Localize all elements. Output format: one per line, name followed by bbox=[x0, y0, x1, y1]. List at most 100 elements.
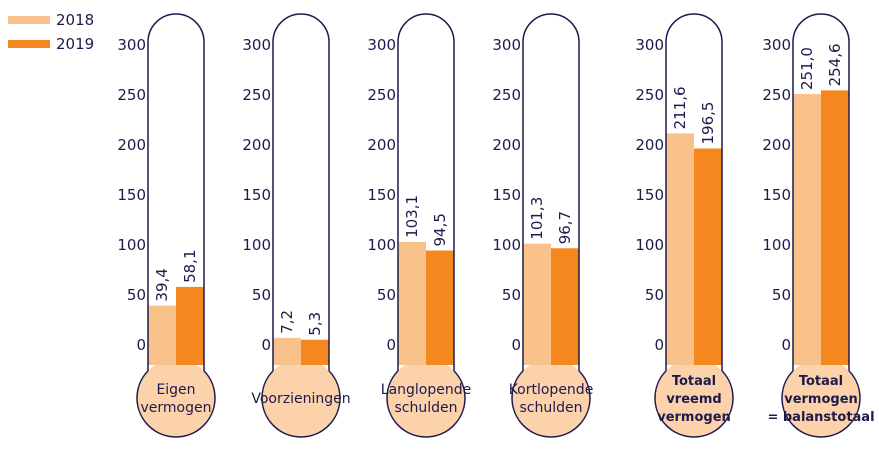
thermometer-5: 0 50 100 150 200 250 300 251,0 254,6 Totaal vermog… bbox=[762, 13, 875, 438]
y-tick-label: 150 bbox=[117, 186, 146, 204]
data-label-2018: 103,1 bbox=[403, 195, 421, 238]
y-tick-label: 50 bbox=[377, 286, 396, 304]
legend-swatch-2018 bbox=[8, 16, 50, 24]
y-tick-label: 100 bbox=[117, 236, 146, 254]
category-label-line: Eigen bbox=[156, 382, 195, 398]
y-tick-label: 150 bbox=[242, 186, 271, 204]
y-tick-label: 300 bbox=[762, 36, 791, 54]
data-label-2018: 211,6 bbox=[671, 86, 689, 129]
category-label-line: Langlopende bbox=[381, 382, 471, 398]
bulb-outline bbox=[261, 370, 341, 438]
bulb-fill bbox=[782, 359, 860, 437]
bar-2018 bbox=[523, 243, 551, 365]
y-tick-label: 0 bbox=[261, 336, 271, 354]
data-label-2018: 101,3 bbox=[528, 197, 546, 240]
legend-label-2019: 2019 bbox=[56, 35, 95, 53]
y-tick-label: 250 bbox=[117, 86, 146, 104]
data-label-2019: 58,1 bbox=[181, 249, 199, 282]
category-label-line: schulden bbox=[520, 400, 583, 416]
y-tick-label: 200 bbox=[762, 136, 791, 154]
data-label-2019: 254,6 bbox=[826, 43, 844, 86]
legend-label-2018: 2018 bbox=[56, 11, 95, 29]
bulb-outline bbox=[511, 370, 591, 438]
y-tick-label: 200 bbox=[117, 136, 146, 154]
category-label-line: Totaal bbox=[799, 374, 843, 389]
bulb-outline bbox=[136, 370, 216, 438]
category-label-line: Totaal bbox=[672, 374, 716, 389]
y-tick-label: 150 bbox=[492, 186, 521, 204]
category-label-line: vermogen bbox=[657, 410, 731, 425]
bar-2018 bbox=[273, 337, 301, 365]
data-label-2019: 5,3 bbox=[306, 312, 324, 336]
y-tick-label: 100 bbox=[762, 236, 791, 254]
bar-2018 bbox=[793, 94, 821, 365]
y-tick-label: 100 bbox=[242, 236, 271, 254]
y-tick-label: 250 bbox=[492, 86, 521, 104]
category-label-line: = balanstotaal bbox=[767, 410, 874, 425]
bulb-outline bbox=[654, 370, 734, 438]
bar-2018 bbox=[666, 133, 694, 365]
y-tick-label: 0 bbox=[511, 336, 521, 354]
y-tick-label: 250 bbox=[367, 86, 396, 104]
tube-outline bbox=[397, 13, 455, 371]
y-tick-label: 50 bbox=[502, 286, 521, 304]
bar-2018 bbox=[398, 241, 426, 365]
y-tick-label: 100 bbox=[367, 236, 396, 254]
legend-item-2019: 2019 bbox=[8, 32, 94, 56]
legend-swatch-2019 bbox=[8, 40, 50, 48]
category-label-line: vermogen bbox=[784, 392, 858, 407]
data-label-2019: 96,7 bbox=[556, 211, 574, 244]
y-tick-label: 150 bbox=[367, 186, 396, 204]
data-label-2019: 196,5 bbox=[699, 102, 717, 145]
data-label-2018: 251,0 bbox=[798, 47, 816, 90]
y-tick-label: 250 bbox=[762, 86, 791, 104]
tube-outline bbox=[522, 13, 580, 371]
category-label-line: vreemd bbox=[666, 392, 721, 407]
y-tick-label: 250 bbox=[635, 86, 664, 104]
category-label-line: vermogen bbox=[141, 400, 212, 416]
thermometer-2: 0 50 100 150 200 250 300 103,1 94,5 Langlopende sc… bbox=[367, 13, 471, 438]
thermometer-0: 0 50 100 150 200 250 300 39,4 58,1 Eigen vermogen bbox=[117, 13, 216, 438]
y-tick-label: 50 bbox=[645, 286, 664, 304]
y-tick-label: 300 bbox=[242, 36, 271, 54]
y-tick-label: 50 bbox=[127, 286, 146, 304]
bulb-fill bbox=[262, 359, 340, 437]
y-tick-label: 150 bbox=[635, 186, 664, 204]
category-label-line: Kortlopende bbox=[509, 382, 594, 398]
bar-2018 bbox=[148, 305, 176, 365]
y-tick-label: 0 bbox=[136, 336, 146, 354]
tube-outline bbox=[792, 13, 850, 371]
bar-2019 bbox=[301, 339, 329, 365]
y-tick-label: 50 bbox=[252, 286, 271, 304]
y-tick-label: 300 bbox=[492, 36, 521, 54]
thermometer-4: 0 50 100 150 200 250 300 211,6 196,5 Totaal vreemd… bbox=[635, 13, 734, 438]
bar-2019 bbox=[821, 90, 849, 366]
bulb-fill bbox=[655, 359, 733, 437]
bar-2019 bbox=[176, 286, 204, 365]
tube-outline bbox=[272, 13, 330, 371]
y-tick-label: 100 bbox=[635, 236, 664, 254]
bar-2019 bbox=[551, 248, 579, 365]
legend: 2018 2019 bbox=[8, 8, 94, 56]
y-tick-label: 200 bbox=[492, 136, 521, 154]
y-tick-label: 150 bbox=[762, 186, 791, 204]
y-tick-label: 0 bbox=[386, 336, 396, 354]
thermometer-3: 0 50 100 150 200 250 300 101,3 96,7 Kortlopende sc… bbox=[492, 13, 594, 438]
category-label-line: Voorzieningen bbox=[251, 391, 350, 407]
y-tick-label: 200 bbox=[242, 136, 271, 154]
data-label-2019: 94,5 bbox=[431, 213, 449, 246]
y-tick-label: 300 bbox=[367, 36, 396, 54]
thermometer-1: 0 50 100 150 200 250 300 7,2 5,3 Voorzieningen bbox=[242, 13, 351, 438]
tube-outline bbox=[147, 13, 205, 371]
bar-2019 bbox=[694, 148, 722, 365]
y-tick-label: 0 bbox=[654, 336, 664, 354]
bulb-fill bbox=[387, 359, 465, 437]
bulb-fill bbox=[512, 359, 590, 437]
y-tick-label: 300 bbox=[635, 36, 664, 54]
y-tick-label: 300 bbox=[117, 36, 146, 54]
bulb-outline bbox=[386, 370, 466, 438]
y-tick-label: 50 bbox=[772, 286, 791, 304]
bar-2019 bbox=[426, 250, 454, 365]
y-tick-label: 200 bbox=[367, 136, 396, 154]
